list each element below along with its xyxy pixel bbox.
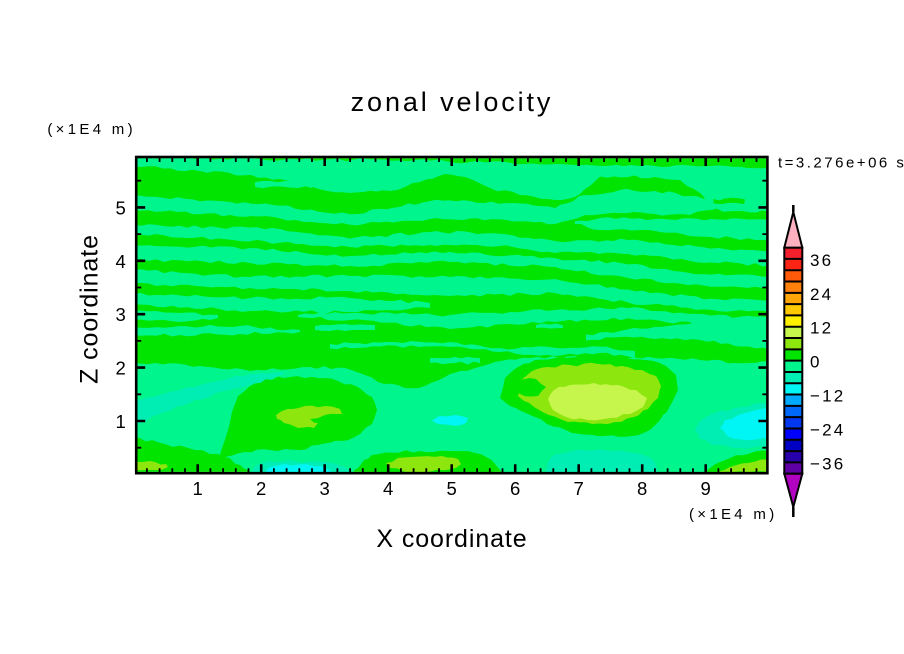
svg-text:t=3.276e+06 s: t=3.276e+06 s	[778, 155, 904, 172]
svg-text:36: 36	[810, 251, 833, 270]
svg-text:1: 1	[193, 478, 203, 499]
svg-text:5: 5	[116, 197, 126, 218]
svg-text:2: 2	[116, 358, 126, 379]
svg-text:(×1E4 m): (×1E4 m)	[689, 506, 778, 523]
svg-text:(×1E4 m): (×1E4 m)	[47, 121, 136, 138]
svg-text:12: 12	[810, 319, 833, 338]
svg-text:7: 7	[574, 478, 584, 499]
svg-text:9: 9	[701, 478, 711, 499]
svg-text:4: 4	[116, 251, 126, 272]
svg-text:3: 3	[320, 478, 330, 499]
svg-text:5: 5	[447, 478, 457, 499]
svg-text:1: 1	[116, 411, 126, 432]
svg-text:−12: −12	[810, 387, 845, 406]
svg-text:3: 3	[116, 304, 126, 325]
svg-text:4: 4	[383, 478, 393, 499]
svg-text:0: 0	[810, 353, 822, 372]
svg-text:2: 2	[256, 478, 266, 499]
svg-text:zonal velocity: zonal velocity	[351, 87, 554, 117]
svg-text:X coordinate: X coordinate	[376, 525, 527, 553]
svg-text:Z coordinate: Z coordinate	[76, 234, 104, 384]
svg-text:−24: −24	[810, 421, 845, 440]
svg-text:8: 8	[637, 478, 647, 499]
svg-text:24: 24	[810, 285, 833, 304]
svg-text:6: 6	[510, 478, 520, 499]
svg-text:−36: −36	[810, 454, 845, 473]
